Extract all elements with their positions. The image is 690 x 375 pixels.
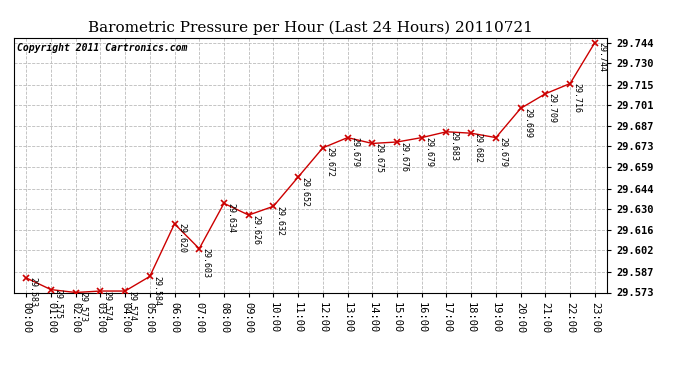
Text: 29.679: 29.679 <box>424 137 433 167</box>
Text: 29.583: 29.583 <box>29 278 38 308</box>
Text: Copyright 2011 Cartronics.com: Copyright 2011 Cartronics.com <box>17 43 187 52</box>
Text: 29.574: 29.574 <box>128 291 137 321</box>
Text: 29.634: 29.634 <box>226 203 235 233</box>
Text: 29.716: 29.716 <box>573 83 582 113</box>
Text: 29.632: 29.632 <box>276 206 285 236</box>
Text: 29.676: 29.676 <box>400 141 408 171</box>
Text: 29.573: 29.573 <box>78 292 87 322</box>
Text: 29.679: 29.679 <box>350 137 359 167</box>
Text: 29.679: 29.679 <box>498 137 507 167</box>
Text: 29.699: 29.699 <box>523 108 532 138</box>
Text: 29.682: 29.682 <box>474 133 483 163</box>
Text: 29.626: 29.626 <box>251 214 260 244</box>
Text: 29.620: 29.620 <box>177 224 186 254</box>
Text: 29.603: 29.603 <box>201 248 210 278</box>
Text: 29.744: 29.744 <box>598 42 607 72</box>
Title: Barometric Pressure per Hour (Last 24 Hours) 20110721: Barometric Pressure per Hour (Last 24 Ho… <box>88 21 533 35</box>
Text: 29.574: 29.574 <box>103 291 112 321</box>
Text: 29.709: 29.709 <box>548 93 557 123</box>
Text: 29.575: 29.575 <box>53 289 62 319</box>
Text: 29.672: 29.672 <box>326 147 335 177</box>
Text: 29.683: 29.683 <box>449 131 458 161</box>
Text: 29.652: 29.652 <box>301 177 310 207</box>
Text: 29.584: 29.584 <box>152 276 161 306</box>
Text: 29.675: 29.675 <box>375 143 384 173</box>
